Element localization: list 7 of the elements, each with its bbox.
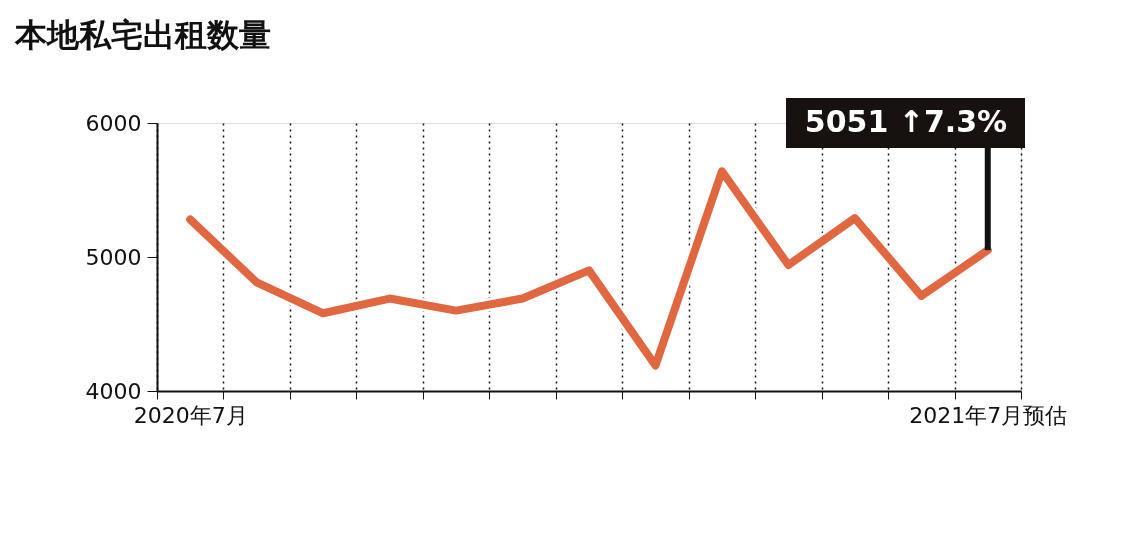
chart-title: 本地私宅出租数量 (14, 16, 272, 54)
x-tick-label: 2021年7月预估 (909, 402, 1068, 428)
annotation: 5051 ↑7.3% (804, 104, 1008, 139)
y-tick-label: 4000 (85, 378, 142, 404)
x-tick-label: 2020年7月 (133, 402, 248, 428)
y-tick-label: 5000 (85, 244, 142, 270)
y-tick-label: 6000 (85, 110, 142, 136)
